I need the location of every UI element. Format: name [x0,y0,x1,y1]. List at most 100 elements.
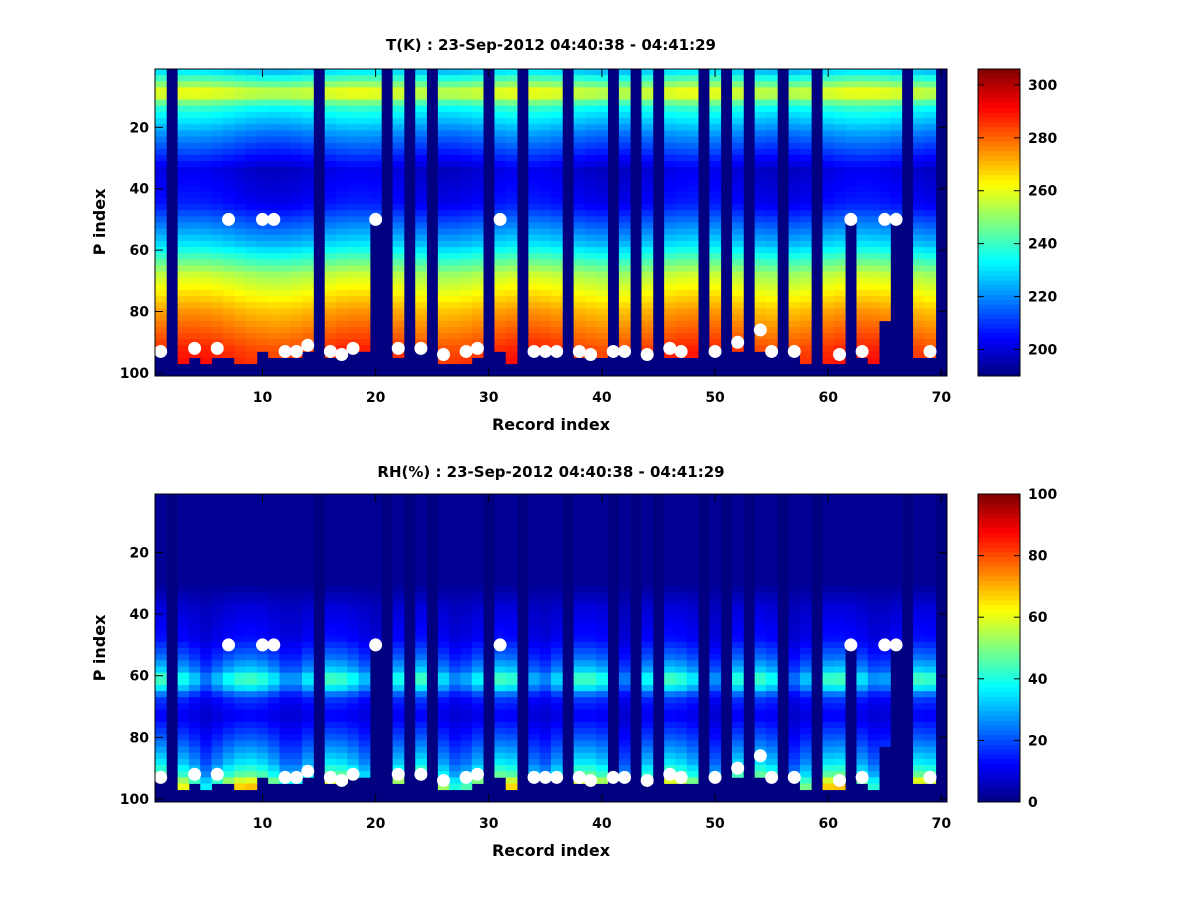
heatmap-cell [494,296,507,303]
heatmap-cell [799,777,812,784]
heatmap-column [867,494,880,791]
heatmap-cell [415,506,427,513]
heatmap-cell [664,265,676,273]
heatmap-column [709,69,722,352]
heatmap-cell [799,752,812,760]
heatmap-cell [686,210,699,217]
heatmap-cell [302,697,314,704]
heatmap-cell [765,530,778,538]
heatmap-cell [494,314,507,322]
heatmap-cell [867,81,880,88]
heatmap-cell [211,302,224,309]
heatmap-cell [890,592,903,600]
heatmap-cell [200,357,212,365]
heatmap-cell [188,709,201,717]
heatmap-cell [211,580,224,587]
profile-marker [222,212,236,226]
heatmap-cell [573,721,586,729]
heatmap-cell [302,247,314,254]
heatmap-cell [505,290,518,297]
heatmap-cell [596,240,608,248]
heatmap-cell [268,709,280,717]
heatmap-cell [732,506,744,513]
heatmap-cell [324,136,337,144]
heatmap-cell [324,240,337,248]
heatmap-cell [833,691,846,698]
heatmap-cell [471,740,484,747]
heatmap-cell [709,734,722,741]
heatmap-cell [539,691,552,698]
heatmap-cell [324,118,337,125]
heatmap-cell [528,247,541,254]
heatmap-cell [188,611,201,618]
colorbar-segment [978,246,1020,252]
heatmap-cell [437,234,450,242]
heatmap-cell [415,660,427,667]
heatmap-cell [833,320,846,328]
heatmap-cell [833,173,846,180]
heatmap-cell [924,339,937,346]
heatmap-cell [347,691,360,698]
heatmap-cell [336,641,348,649]
heatmap-cell [573,765,586,772]
heatmap-cell [833,204,846,211]
heatmap-cell [641,691,654,698]
heatmap-cell [415,210,427,217]
heatmap-cell [867,697,880,704]
heatmap-cell [686,111,699,119]
heatmap-cell [324,283,337,291]
heatmap-cell [302,715,314,723]
heatmap-cell [551,111,563,119]
heatmap-cell [222,142,235,150]
heatmap-cell [336,81,348,88]
heatmap-cell [856,161,869,168]
heatmap-cell [686,765,699,772]
heatmap-cell [924,629,937,637]
heatmap-cell [336,574,348,581]
heatmap-cell [177,234,190,242]
heatmap-cell [754,518,767,526]
heatmap-cell [799,290,812,297]
heatmap-cell [890,154,903,162]
heatmap-cell [596,549,608,556]
heatmap-cell [302,130,314,137]
heatmap-cell [494,494,507,501]
heatmap-cell [890,130,903,137]
heatmap-cell [664,191,676,199]
heatmap-cell [732,561,744,569]
heatmap-cell [256,191,269,199]
heatmap-cell [177,339,190,346]
heatmap-cell [155,709,167,717]
profile-marker [369,212,383,226]
heatmap-cell [709,648,722,655]
heatmap-cell [415,240,427,248]
heatmap-cell [460,629,473,637]
heatmap-cell [788,641,801,649]
heatmap-cell [347,635,360,643]
heatmap-cell [449,697,461,704]
heatmap-cell [867,296,880,303]
heatmap-cell [788,734,801,741]
heatmap-cell [879,296,891,303]
heatmap-cell [302,666,314,674]
heatmap-cell [211,234,224,242]
heatmap-cell [358,253,371,260]
heatmap-cell [879,148,891,156]
heatmap-cell [177,500,190,507]
heatmap-cell [551,592,563,600]
heatmap-cell [347,740,360,747]
heatmap-cell [256,314,269,322]
heatmap-cell [415,715,427,723]
heatmap-cell [664,494,676,501]
heatmap-cell [924,555,937,563]
heatmap-cell [833,617,846,624]
x-tick-label: 70 [932,390,952,406]
heatmap-cell [392,574,405,581]
heatmap-cell [867,265,880,273]
heatmap-cell [833,265,846,273]
heatmap-cell [924,105,937,113]
heatmap-cell [437,518,450,526]
heatmap-cell [222,728,235,735]
heatmap-cell [177,734,190,741]
heatmap-cell [471,512,484,520]
